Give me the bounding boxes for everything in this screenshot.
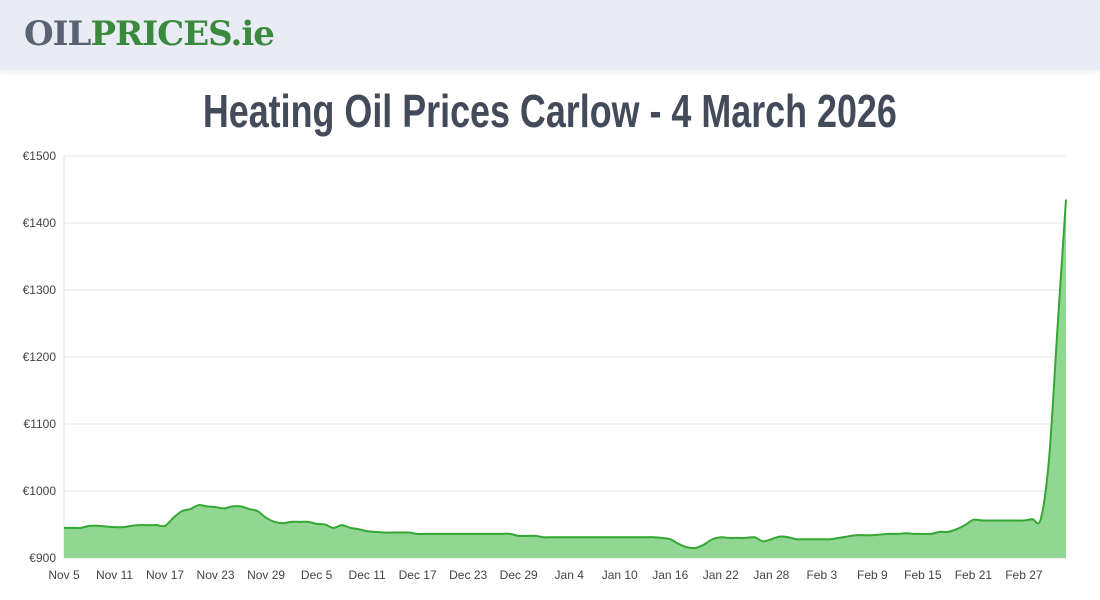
x-tick-label: Feb 3 (806, 568, 837, 582)
x-tick-label: Dec 5 (301, 568, 333, 582)
price-line (64, 199, 1067, 550)
x-tick-label: Dec 29 (500, 568, 538, 582)
price-area-fill (64, 199, 1066, 559)
x-tick-label: Jan 28 (753, 568, 789, 582)
y-tick-label: €1400 (23, 216, 57, 230)
x-tick-label: Nov 17 (146, 568, 184, 582)
y-tick-label: €1200 (23, 350, 57, 364)
x-tick-label: Dec 17 (399, 568, 437, 582)
x-tick-label: Jan 10 (602, 568, 638, 582)
x-tick-label: Nov 23 (197, 568, 235, 582)
page-title: Heating Oil Prices Carlow - 4 March 2026 (203, 85, 897, 137)
x-tick-label: Nov 5 (48, 568, 80, 582)
x-tick-label: Dec 23 (449, 568, 487, 582)
x-tick-label: Feb 15 (904, 568, 942, 582)
x-tick-label: Nov 29 (247, 568, 285, 582)
x-tick-label: Feb 9 (857, 568, 888, 582)
x-tick-label: Dec 11 (349, 568, 386, 582)
x-tick-label: Jan 22 (703, 568, 739, 582)
y-tick-label: €1000 (23, 484, 57, 498)
x-tick-label: Feb 21 (955, 568, 993, 582)
x-tick-label: Feb 27 (1005, 568, 1043, 582)
y-tick-label: €1100 (24, 417, 57, 431)
y-tick-label: €1500 (23, 149, 57, 163)
x-tick-label: Nov 11 (96, 568, 133, 582)
y-tick-label: €1300 (23, 283, 57, 297)
x-tick-label: Jan 4 (555, 568, 585, 582)
y-tick-label: €900 (29, 551, 56, 565)
site-header: OILPRICES.ie (0, 0, 1100, 70)
x-tick-label: Jan 16 (652, 568, 688, 582)
site-logo[interactable]: OILPRICES.ie (24, 14, 275, 54)
